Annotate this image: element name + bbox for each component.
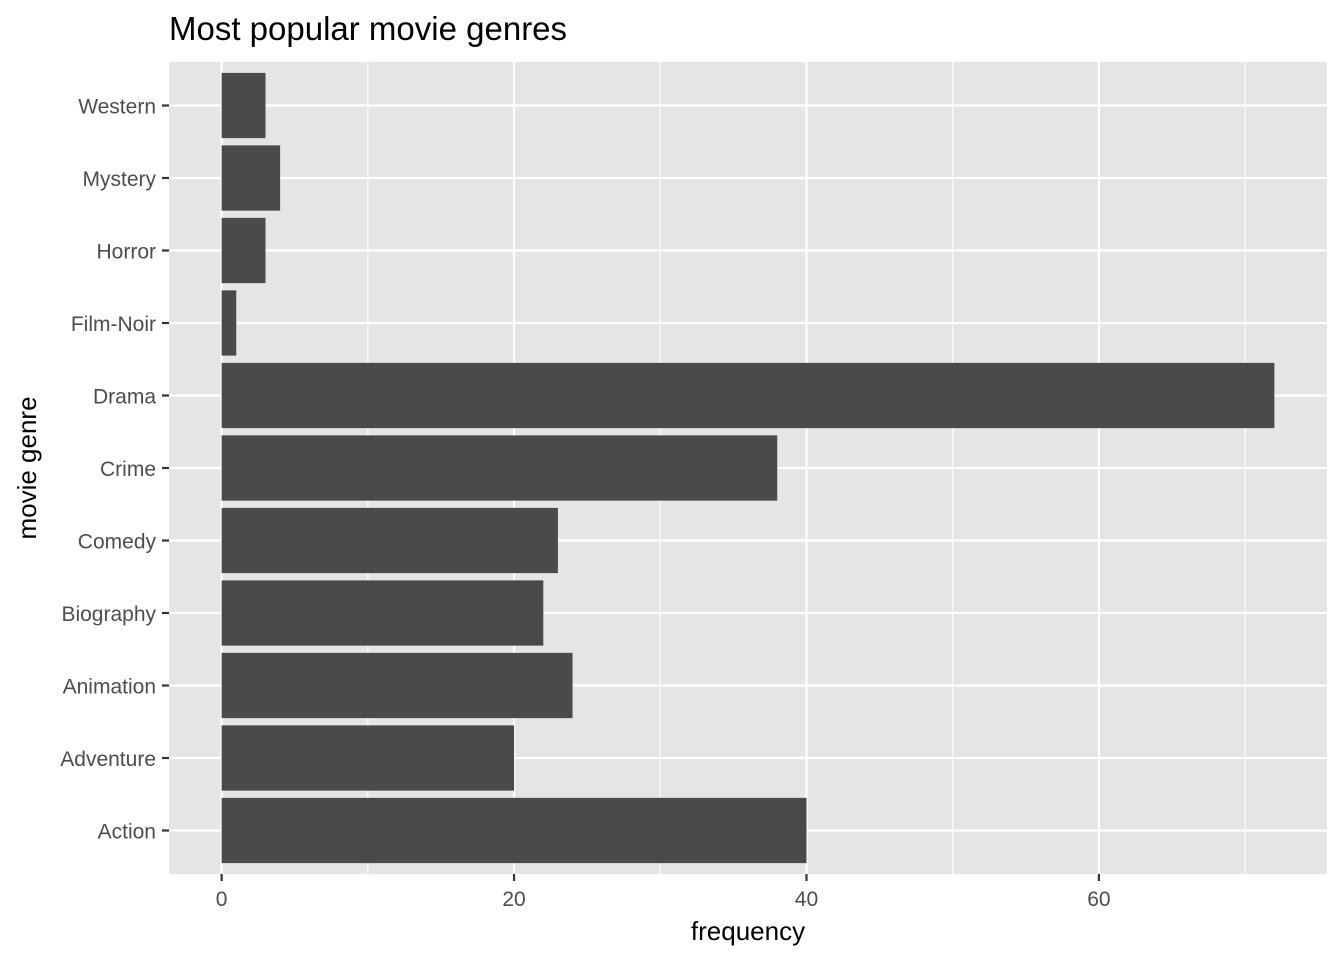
y-tick-label: Mystery <box>83 168 157 191</box>
y-axis-title: movie genre <box>12 396 42 539</box>
bar-comedy <box>221 507 558 574</box>
bar-western <box>221 72 266 139</box>
y-tick-label: Drama <box>93 386 156 409</box>
x-axis-title: frequency <box>691 916 805 946</box>
bar-drama <box>221 362 1275 429</box>
bar-adventure <box>221 725 515 791</box>
x-axis: 0 20 40 60 <box>216 874 1111 911</box>
x-tick-label: 20 <box>502 888 525 911</box>
bar-action <box>221 797 807 864</box>
bar-animation <box>221 652 573 719</box>
x-tick-label: 60 <box>1087 888 1110 911</box>
y-tick-label: Adventure <box>60 748 156 771</box>
bar-horror <box>221 217 266 284</box>
y-tick-label: Biography <box>61 603 156 626</box>
y-tick-label: Horror <box>96 241 156 264</box>
x-tick-label: 0 <box>216 888 228 911</box>
bar-mystery <box>221 145 281 211</box>
bar-crime <box>221 435 778 501</box>
chart-title: Most popular movie genres <box>169 10 567 47</box>
x-tick-label: 40 <box>795 888 818 911</box>
bar-film-noir <box>221 290 237 356</box>
y-tick-label: Animation <box>63 676 156 699</box>
y-tick-label: Western <box>78 96 156 119</box>
y-axis: Action Adventure Animation Biography Comedy C… <box>60 96 169 844</box>
y-tick-label: Comedy <box>78 531 157 554</box>
y-tick-label: Action <box>98 821 156 844</box>
y-tick-label: Crime <box>100 458 156 481</box>
y-tick-label: Film-Noir <box>71 313 156 336</box>
bar-biography <box>221 580 544 646</box>
bars-group <box>221 72 1275 864</box>
